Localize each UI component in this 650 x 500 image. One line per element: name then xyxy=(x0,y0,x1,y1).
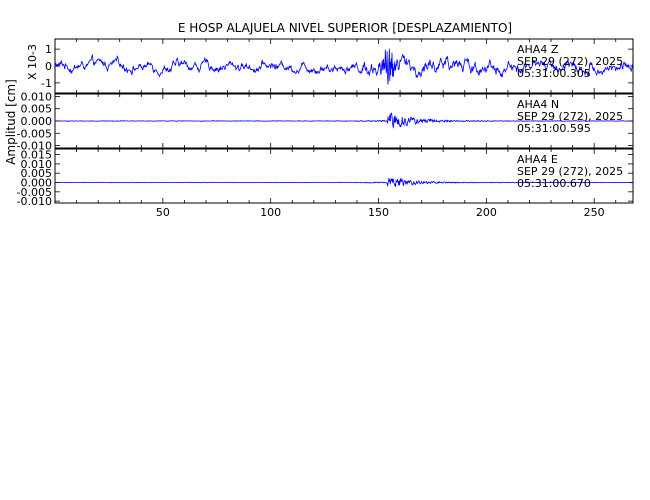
y-axis-label: Amplitud [cm] xyxy=(4,79,18,165)
station-date-label: SEP 29 (272), 2025 xyxy=(517,110,623,123)
y-tick-label: 0.010 xyxy=(21,90,53,103)
y-tick-label: 1 xyxy=(45,43,52,56)
y-tick-label: 0.005 xyxy=(21,167,53,180)
y-tick-label: -1 xyxy=(41,77,52,90)
x-tick-label: 100 xyxy=(260,206,281,219)
y-tick-label: -0.005 xyxy=(17,186,52,199)
x-tick-label: 250 xyxy=(584,206,605,219)
station-date-label: SEP 29 (272), 2025 xyxy=(517,165,623,178)
station-time-label: 05:31:00.595 xyxy=(517,122,591,135)
y-tick-label: -0.005 xyxy=(17,127,52,140)
station-component-label: AHA4 N xyxy=(517,98,559,111)
y-tick-label: 0.005 xyxy=(21,103,53,116)
station-component-label: AHA4 E xyxy=(517,153,558,166)
panel-frame xyxy=(54,148,634,204)
x-tick-label: 200 xyxy=(476,206,497,219)
station-date-label: SEP 29 (272), 2025 xyxy=(517,55,623,68)
waveform-trace xyxy=(55,177,633,187)
waveform-trace xyxy=(54,112,633,129)
station-component-label: AHA4 Z xyxy=(517,43,559,56)
x-axis: 50 100 150 200 250 xyxy=(156,206,605,219)
x-tick-label: 150 xyxy=(368,206,389,219)
y-tick-label: 0 xyxy=(45,60,52,73)
y-tick-label: -0.010 xyxy=(17,195,52,208)
y-tick-label: 0.015 xyxy=(21,149,53,162)
y-tick-label: 0.010 xyxy=(21,158,53,171)
x-tick-label: 50 xyxy=(156,206,170,219)
station-time-label: 05:31:00.670 xyxy=(517,177,591,190)
y-tick-label: 0.000 xyxy=(21,115,53,128)
chart-title: E HOSP ALAJUELA NIVEL SUPERIOR [DESPLAZA… xyxy=(178,21,512,35)
waveform-trace xyxy=(54,48,634,85)
y-tick-label: 0.000 xyxy=(21,177,53,190)
y-tick-label: -0.010 xyxy=(17,140,52,153)
y-scale-label: X 10-3 xyxy=(26,44,39,80)
station-time-label: 05:31:00.305 xyxy=(517,67,591,80)
